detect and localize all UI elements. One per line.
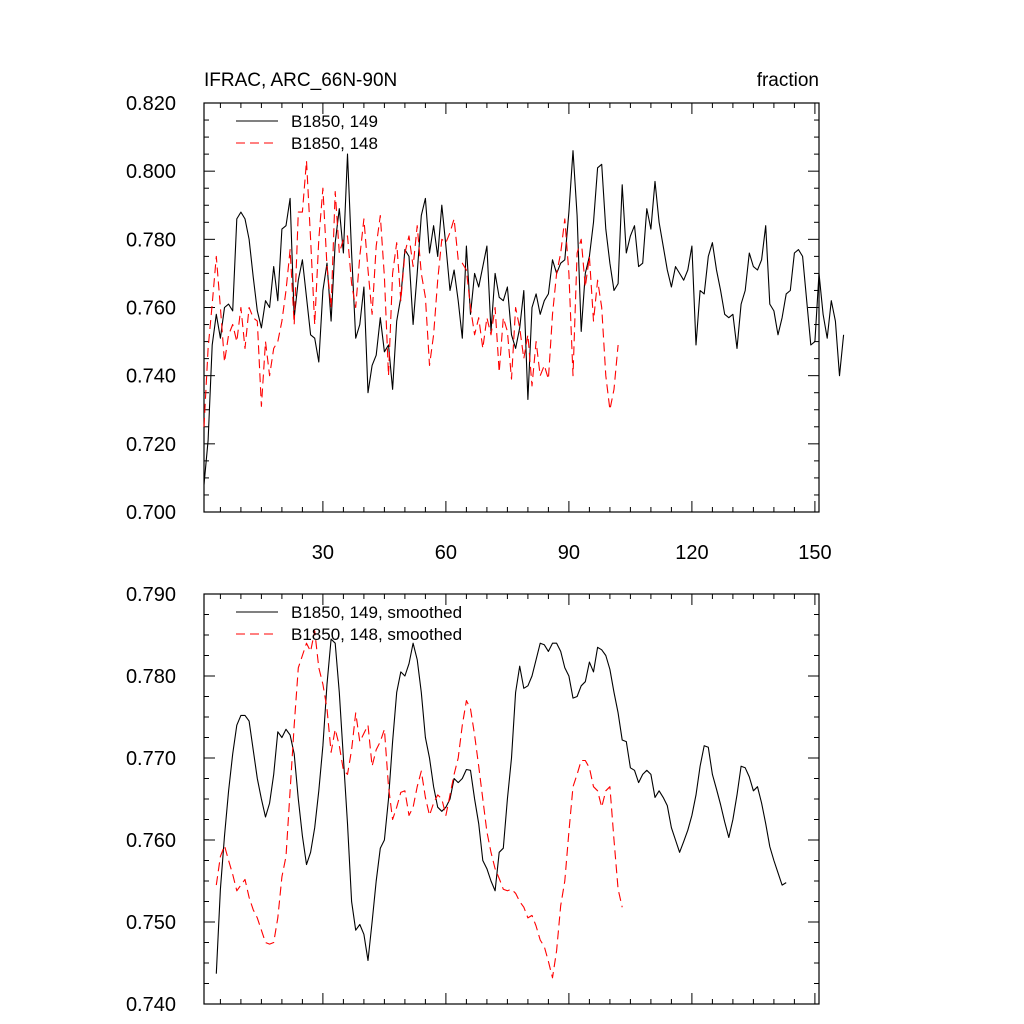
legend-label: B1850, 149, smoothed	[291, 603, 462, 622]
top-y-tick-labels: 0.700 0.720 0.740 0.760 0.780 0.800 0.820	[126, 93, 176, 524]
series-line-b1850-148	[203, 160, 619, 427]
legend-label: B1850, 148, smoothed	[291, 625, 462, 644]
y-tick-label: 0.740	[126, 366, 176, 388]
y-tick-label: 0.720	[126, 434, 176, 456]
y-tick-label: 0.780	[126, 666, 176, 688]
y-tick-label: 0.750	[126, 912, 176, 934]
x-tick-label: 30	[312, 542, 334, 564]
top-chart-title: IFRAC, ARC_66N-90N	[204, 70, 397, 91]
legend-label: B1850, 148	[291, 134, 378, 153]
x-tick-label: 90	[558, 542, 580, 564]
bottom-panel: 0.740 0.750 0.760 0.770 0.780 0.790 B1850, 14…	[126, 584, 820, 1016]
x-tick-label: 120	[675, 542, 708, 564]
top-plot-frame	[203, 102, 820, 513]
y-tick-label: 0.740	[126, 994, 176, 1016]
top-units-label: fraction	[757, 70, 819, 91]
y-tick-label: 0.760	[126, 830, 176, 852]
y-tick-label: 0.770	[126, 748, 176, 770]
x-tick-label: 150	[798, 542, 831, 564]
y-tick-label: 0.700	[126, 502, 176, 524]
series-line-b1850-149	[215, 638, 787, 974]
bottom-y-tick-labels: 0.740 0.750 0.760 0.770 0.780 0.790	[126, 584, 176, 1016]
bottom-plot-frame	[203, 593, 820, 1005]
bottom-series-group	[215, 630, 787, 979]
bottom-legend: B1850, 149, smoothed B1850, 148, smoothed	[236, 603, 462, 644]
y-tick-label: 0.790	[126, 584, 176, 606]
series-line-b1850-149	[203, 150, 845, 485]
series-line-b1850-148	[215, 630, 623, 979]
x-tick-label: 60	[435, 542, 457, 564]
top-panel: IFRAC, ARC_66N-90N fraction 0.7000.7200.…	[126, 70, 845, 564]
bottom-axis-ticks	[204, 593, 819, 1005]
y-tick-label: 0.780	[126, 229, 176, 251]
y-tick-label: 0.760	[126, 298, 176, 320]
y-tick-label: 0.820	[126, 93, 176, 115]
top-series-group	[203, 150, 845, 485]
top-axis-ticks	[204, 102, 819, 513]
legend-label: B1850, 149	[291, 112, 378, 131]
y-tick-label: 0.800	[126, 161, 176, 183]
top-x-tick-labels: 30 60 90 120 150	[312, 542, 832, 564]
top-legend: B1850, 149 B1850, 148	[236, 112, 378, 153]
